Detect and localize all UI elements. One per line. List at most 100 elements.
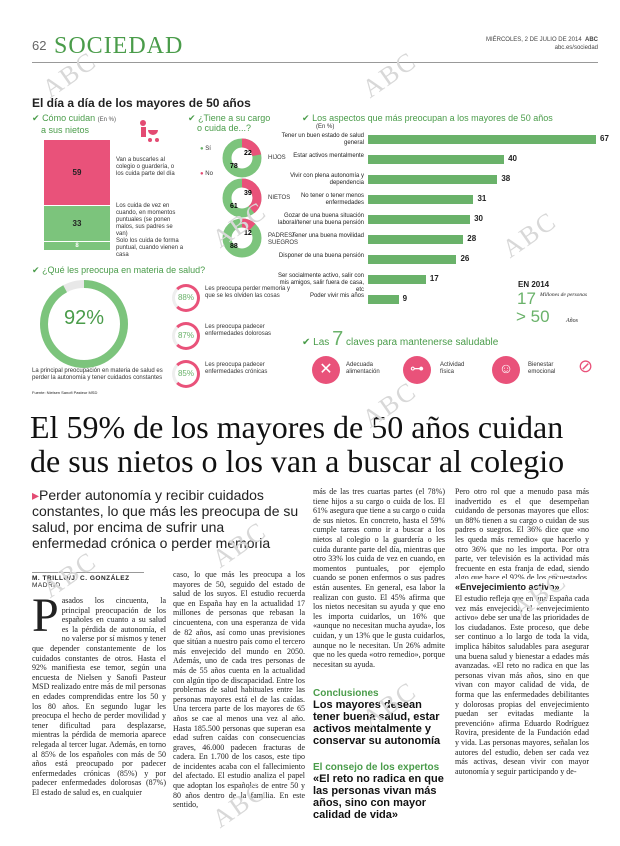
stat-age: > 50 bbox=[516, 307, 550, 326]
bar bbox=[368, 155, 505, 164]
check-icon: ✔ bbox=[32, 265, 40, 275]
article-col-2: caso, lo que más les preocupa a los mayo… bbox=[173, 570, 305, 810]
conclusions-box: Conclusiones Los mayores desean tener bu… bbox=[313, 688, 445, 747]
bar-value: 67 bbox=[600, 134, 609, 143]
experts-heading: El consejo de los expertos bbox=[313, 762, 440, 773]
bar bbox=[368, 235, 464, 244]
bar-value: 28 bbox=[467, 234, 477, 243]
byline: M. TRILLO/J. C. GONZÁLEZ MADRID bbox=[32, 575, 130, 589]
page-number: 62 bbox=[32, 38, 47, 53]
experts-text: «El reto no radica en que las personas v… bbox=[313, 773, 444, 821]
bar bbox=[368, 135, 596, 144]
health-item-ring: 87% bbox=[172, 322, 200, 350]
health-big-pct: 92% bbox=[63, 307, 105, 329]
bar-label: Tener una buena movilidad bbox=[291, 233, 364, 239]
health-heading: ✔ ¿Qué les preocupa en materia de salud? bbox=[32, 265, 206, 275]
health-item-text: Les preocupa padecer enfermedades doloro… bbox=[205, 324, 272, 337]
care-label-3: Solo los cuida de forma puntual, cuando … bbox=[116, 238, 184, 258]
bar-label: Disponer de una buena pensión bbox=[278, 253, 364, 259]
health-item-ring: 88% bbox=[172, 284, 200, 312]
charge-donuts: 78 22 61 39 88 12 bbox=[222, 138, 262, 258]
stroller-icon bbox=[135, 118, 161, 150]
health-item-text: Les preocupa padecer enfermedades crónic… bbox=[205, 362, 268, 375]
health-item-ring: 85% bbox=[172, 360, 200, 388]
health-big-ring bbox=[40, 280, 128, 368]
bar bbox=[368, 275, 426, 284]
conclusions-text: Los mayores desean tener buena salud, es… bbox=[313, 699, 441, 747]
donut-no-2 bbox=[222, 218, 262, 258]
worries-unit: (En %) bbox=[316, 124, 335, 130]
care-segment-59: 59 bbox=[44, 140, 110, 205]
keys-heading: ✔ Las 7 claves para mantenerse saludable bbox=[302, 328, 499, 350]
header-rule bbox=[32, 62, 598, 63]
bar bbox=[368, 215, 471, 224]
donut-yes-value: 88 bbox=[230, 243, 238, 250]
health-big-text: La principal preocupación en materia de … bbox=[32, 368, 163, 381]
bar-value: 31 bbox=[477, 194, 487, 203]
care-segment-33: 33 bbox=[44, 204, 110, 242]
bar-label: Poder vivir mis años bbox=[309, 293, 364, 299]
header-date: MIÉRCOLES, 2 DE JULIO DE 2014 ABC abc.es… bbox=[468, 36, 598, 52]
bar-value: 40 bbox=[508, 154, 518, 163]
key-label-1: Adecuada alimentación bbox=[346, 362, 380, 375]
care-segment-8: 8 bbox=[44, 241, 110, 250]
donut-label-nietos: NIETOS bbox=[268, 195, 291, 201]
check-icon: ✔ bbox=[188, 113, 196, 123]
article-subhead: ▸Perder autonomía y recibir cuidados con… bbox=[32, 487, 299, 551]
donut-no-value: 22 bbox=[244, 150, 252, 157]
donut-no-value: 39 bbox=[244, 190, 252, 197]
care-stacked-bar: 59 33 8 bbox=[44, 140, 110, 250]
section-url: abc.es/sociedad bbox=[554, 45, 598, 51]
bar-label: Tener un buen estado de salud general bbox=[281, 133, 364, 146]
worries-bar-chart: Tener un buen estado de salud general 67 E… bbox=[278, 130, 609, 330]
infographic-title: El día a día de los mayores de 50 años bbox=[32, 96, 251, 110]
article-col-4b: El estudio refleja que en una España cad… bbox=[455, 594, 589, 776]
stat-unit: Millones de personas bbox=[540, 292, 588, 298]
bar-value: 38 bbox=[501, 174, 511, 183]
key-label-2: Actividad física bbox=[440, 362, 465, 375]
experts-box: El consejo de los expertos «El reto no r… bbox=[313, 762, 445, 821]
health-source: Fuente: Nielsen Sanofi Pasteur MSD bbox=[32, 390, 98, 395]
check-icon: ✔ bbox=[302, 337, 311, 348]
bar-label: Estar activos mentalmente bbox=[293, 153, 364, 159]
food-icon: ✕ bbox=[312, 356, 340, 384]
bar-value: 9 bbox=[402, 294, 408, 303]
conclusions-heading: Conclusiones bbox=[313, 688, 379, 699]
care-label-2: Los cuida de vez en cuando, en momentos … bbox=[116, 203, 176, 237]
bar-label: No tener o tener menos enfermedades bbox=[300, 193, 364, 206]
key-label-3: Bienestar emocional bbox=[528, 362, 556, 375]
bar bbox=[368, 175, 498, 184]
smile-icon: ☺ bbox=[492, 356, 520, 384]
donut-no-1 bbox=[222, 178, 262, 218]
dumbbell-icon: ⊶ bbox=[403, 356, 431, 384]
donut-yes-value: 61 bbox=[230, 203, 238, 210]
no-smoking-icon: ⊘ bbox=[578, 356, 594, 376]
bar-label: Vivir con plena autonomía y dependencia bbox=[290, 173, 364, 186]
date-text: MIÉRCOLES, 2 DE JULIO DE 2014 bbox=[485, 37, 582, 43]
section-subhead: «Envejecimiento activo» bbox=[455, 582, 560, 592]
legend-yes: ● Sí bbox=[200, 146, 211, 152]
bar-value: 17 bbox=[429, 274, 439, 283]
donut-label-padres: PADRES/ SUEGROS bbox=[268, 233, 299, 246]
bar-label: Ser socialmente activo, salir con mis am… bbox=[277, 273, 364, 293]
watermark: ABC bbox=[356, 45, 423, 104]
article-col-4: Pero otro rol que a menudo pasa más inad… bbox=[455, 487, 589, 579]
check-icon: ✔ bbox=[302, 113, 310, 123]
bar-value: 30 bbox=[474, 214, 483, 223]
bar-label: Gozar de una buena situación laboral/ten… bbox=[277, 213, 364, 226]
stat-number: 17 bbox=[517, 289, 536, 308]
bar-value: 26 bbox=[460, 254, 470, 263]
donut-no-0 bbox=[222, 138, 262, 178]
worries-heading: ✔ Los aspectos que más preocupan a los m… bbox=[302, 113, 553, 123]
brand-text: ABC bbox=[585, 37, 598, 43]
health-item-text: Les preocupa perder memoria y que se les… bbox=[205, 286, 291, 299]
byline-rule bbox=[32, 572, 144, 573]
donut-no-value: 12 bbox=[244, 230, 252, 237]
bar bbox=[368, 195, 474, 204]
article-headline: El 59% de los mayores de 50 años cuidan … bbox=[30, 409, 565, 479]
article-col-3: más de las tres cuartas partes (el 78%) … bbox=[313, 487, 445, 669]
bar bbox=[368, 255, 457, 264]
arrow-icon: ▸ bbox=[32, 487, 40, 503]
stat-year: EN 2014 bbox=[518, 280, 550, 289]
